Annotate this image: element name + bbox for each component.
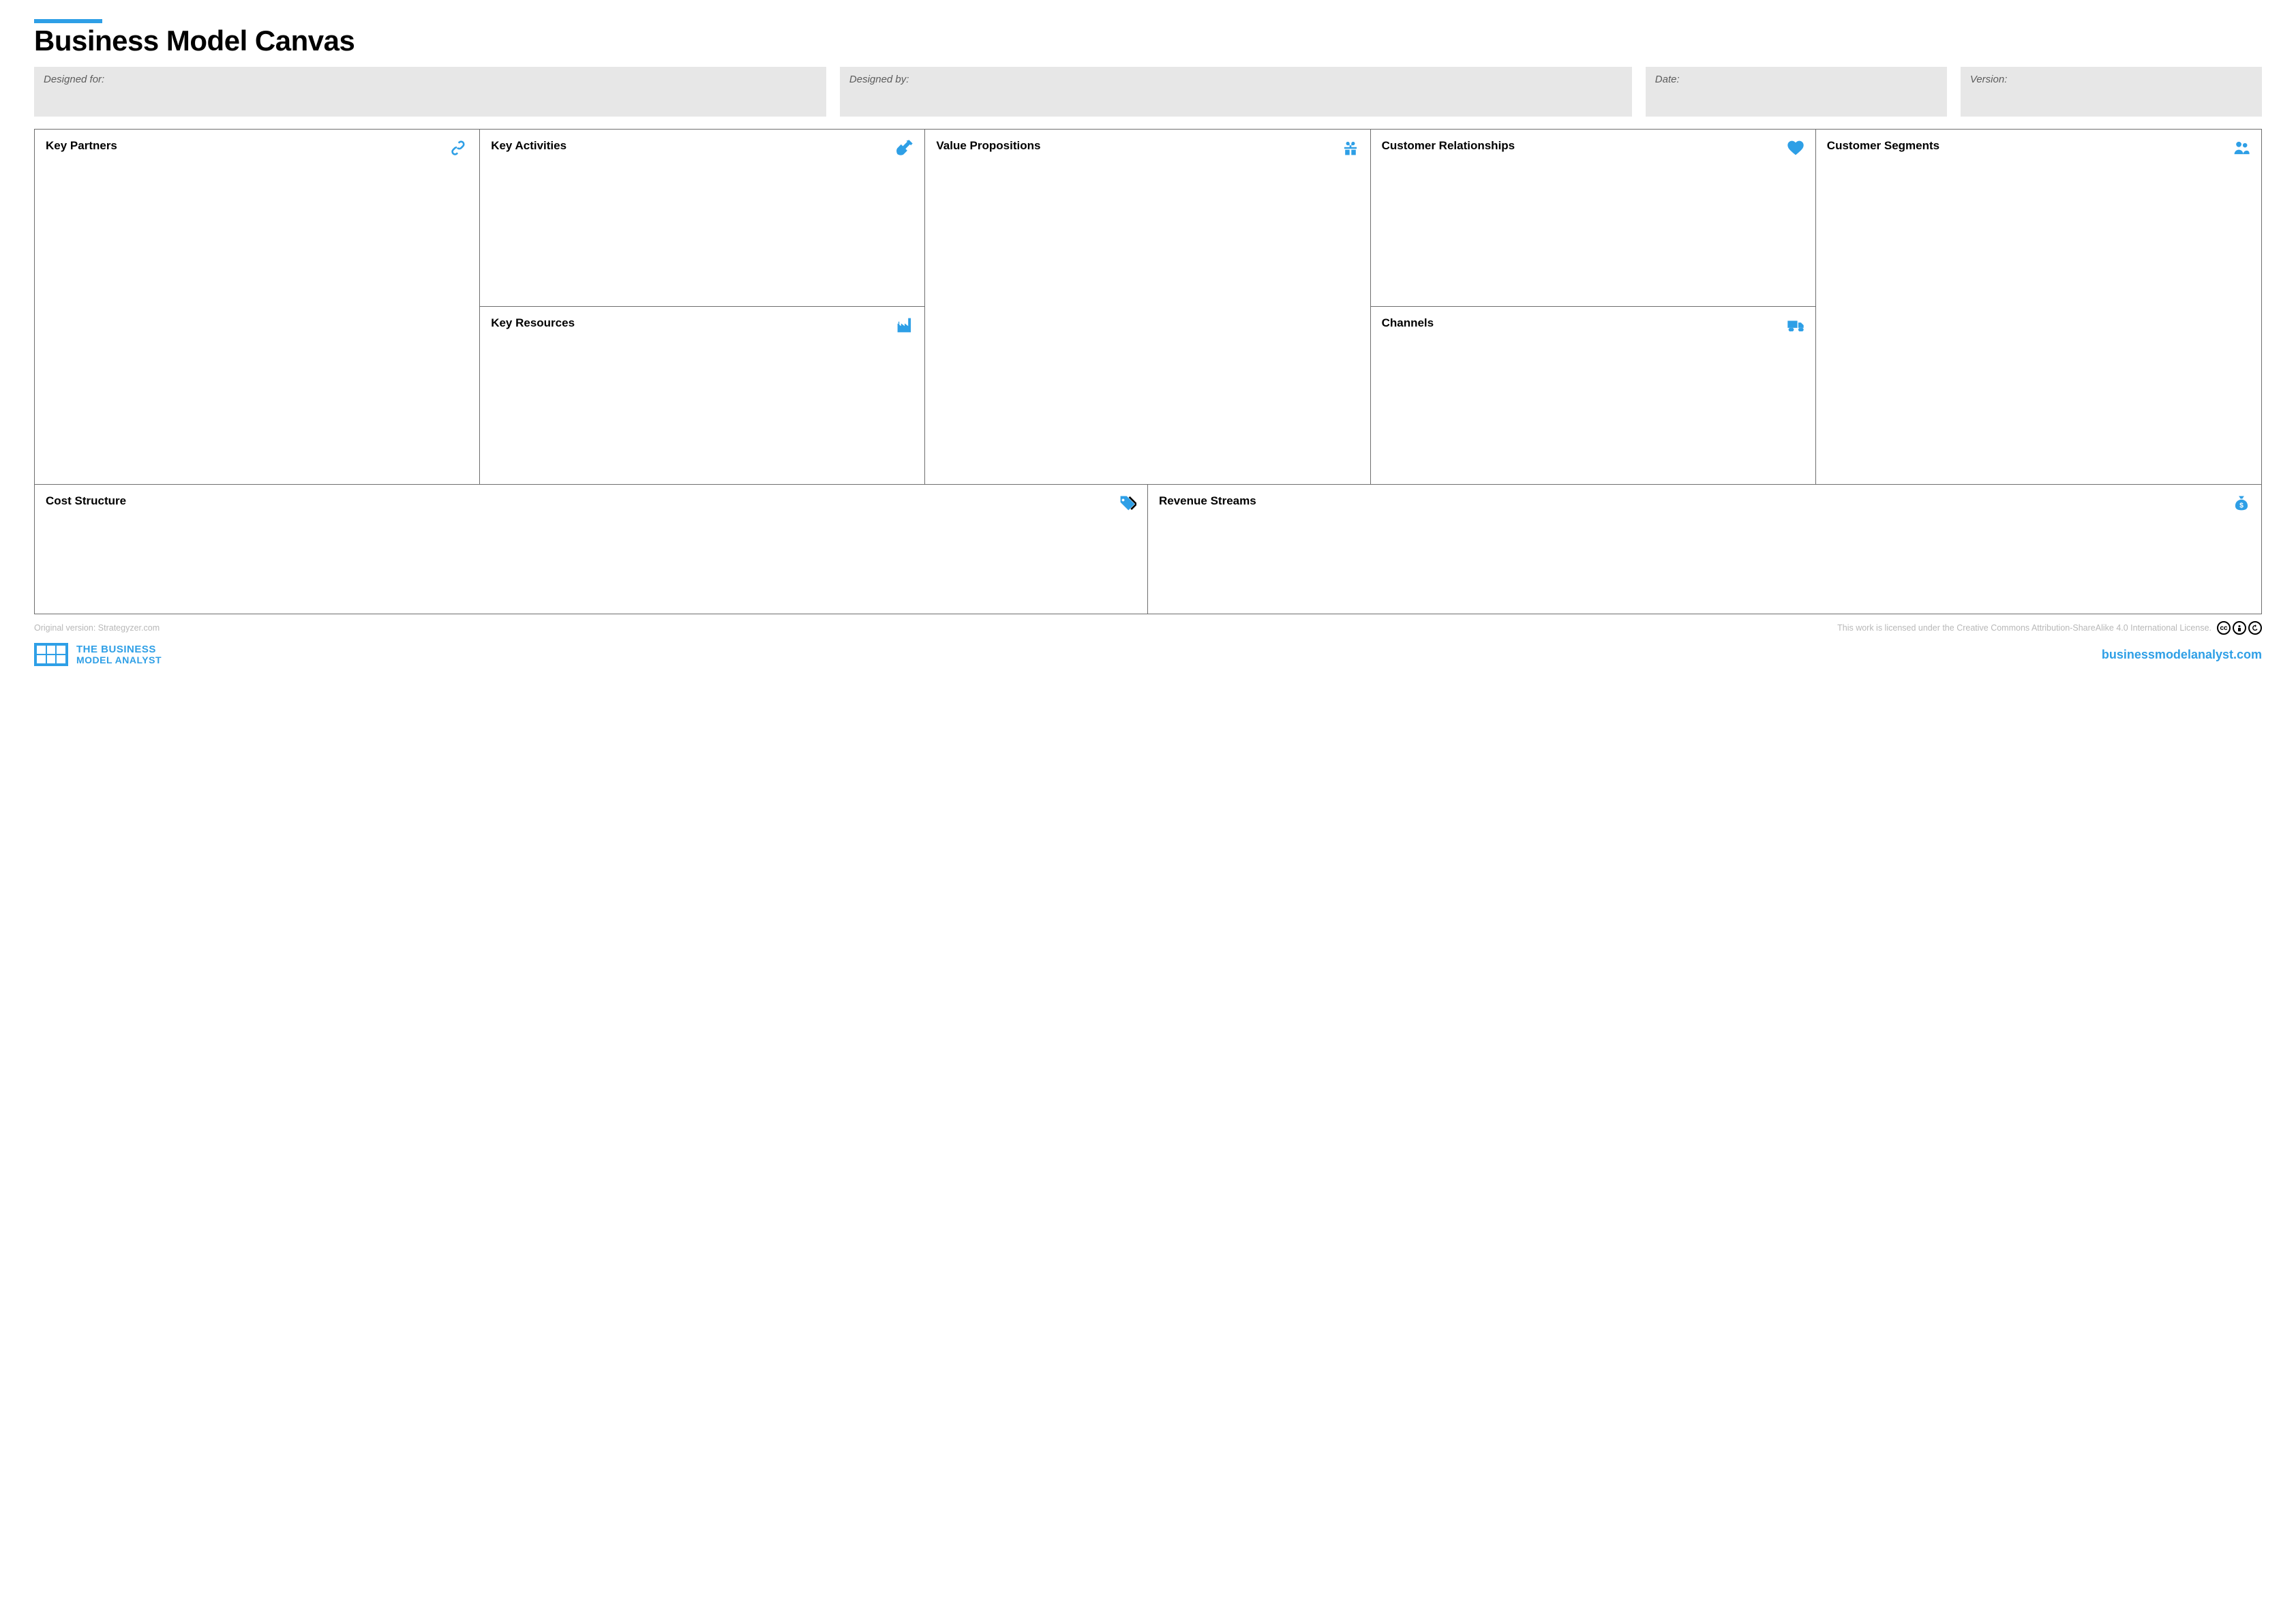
meta-designed-for[interactable]: Designed for: <box>34 67 826 117</box>
cell-key-resources[interactable]: Key Resources <box>480 307 925 484</box>
cell-title: Customer Relationships <box>1382 139 1515 153</box>
cc-badges: cc <box>2217 621 2262 635</box>
cell-title: Key Partners <box>46 139 117 153</box>
by-icon <box>2233 621 2246 635</box>
cell-title: Value Propositions <box>936 139 1040 153</box>
cell-title: Key Resources <box>491 316 575 330</box>
people-icon <box>2233 139 2250 157</box>
cell-title: Revenue Streams <box>1159 494 1256 508</box>
footer: Original version: Strategyzer.com This w… <box>34 621 2262 635</box>
cell-title: Channels <box>1382 316 1434 330</box>
brand-url[interactable]: businessmodelanalyst.com <box>2102 648 2262 662</box>
cell-key-partners[interactable]: Key Partners <box>35 130 480 484</box>
page-title: Business Model Canvas <box>34 25 2262 57</box>
meta-label: Date: <box>1655 74 1680 85</box>
brand-row: THE BUSINESS MODEL ANALYST businessmodel… <box>34 643 2262 666</box>
brand-line1: THE BUSINESS <box>76 644 162 655</box>
footer-original-version: Original version: Strategyzer.com <box>34 623 160 633</box>
meta-designed-by[interactable]: Designed by: <box>840 67 1632 117</box>
gift-icon <box>1342 139 1359 157</box>
heart-icon <box>1787 139 1804 157</box>
truck-icon <box>1787 316 1804 334</box>
tag-icon <box>1119 494 1136 512</box>
shovel-icon <box>896 139 913 157</box>
brand-line2: MODEL ANALYST <box>76 655 162 665</box>
accent-bar <box>34 19 102 23</box>
factory-icon <box>896 316 913 334</box>
meta-label: Designed by: <box>849 74 909 85</box>
cell-cost-structure[interactable]: Cost Structure <box>35 484 1148 614</box>
meta-label: Designed for: <box>44 74 104 85</box>
brand-logo-icon <box>34 643 68 666</box>
cc-icon: cc <box>2217 621 2231 635</box>
meta-version[interactable]: Version: <box>1961 67 2262 117</box>
cell-value-propositions[interactable]: Value Propositions <box>925 130 1370 484</box>
meta-date[interactable]: Date: <box>1646 67 1947 117</box>
cell-channels[interactable]: Channels <box>1371 307 1816 484</box>
cell-key-activities[interactable]: Key Activities <box>480 130 925 307</box>
cell-customer-relationships[interactable]: Customer Relationships <box>1371 130 1816 307</box>
meta-label: Version: <box>1970 74 2007 85</box>
canvas-grid: Key Partners Key Activities Key Resource… <box>34 129 2262 614</box>
cell-revenue-streams[interactable]: Revenue Streams <box>1148 484 2261 614</box>
cell-title: Customer Segments <box>1827 139 1939 153</box>
cell-title: Cost Structure <box>46 494 126 508</box>
meta-row: Designed for: Designed by: Date: Version… <box>34 67 2262 117</box>
footer-license-text: This work is licensed under the Creative… <box>1837 623 2211 633</box>
cell-customer-segments[interactable]: Customer Segments <box>1816 130 2261 484</box>
moneybag-icon <box>2233 494 2250 512</box>
link-icon <box>451 139 468 157</box>
sa-icon <box>2248 621 2262 635</box>
cell-title: Key Activities <box>491 139 567 153</box>
